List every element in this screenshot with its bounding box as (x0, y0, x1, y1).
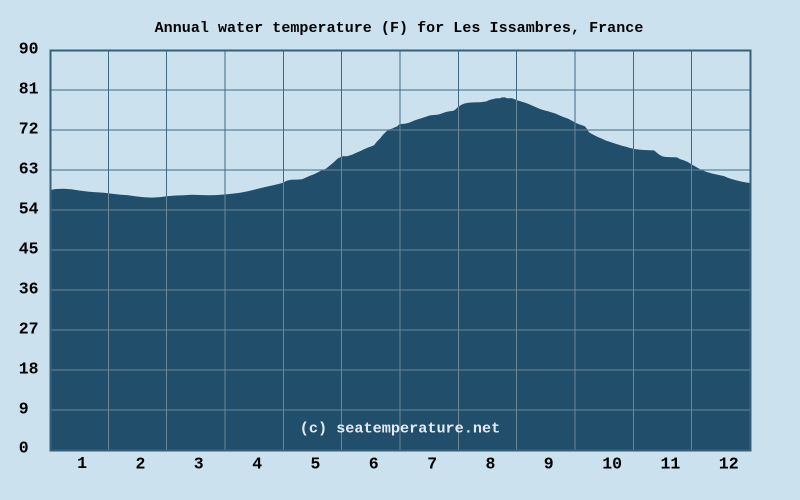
svg-text:36: 36 (19, 280, 39, 299)
svg-text:1: 1 (77, 454, 87, 473)
svg-text:90: 90 (19, 40, 39, 59)
svg-text:54: 54 (19, 200, 39, 219)
svg-text:27: 27 (19, 320, 39, 339)
svg-text:8: 8 (486, 455, 496, 474)
svg-text:(c) seatemperature.net: (c) seatemperature.net (300, 420, 501, 438)
svg-text:11: 11 (661, 455, 681, 474)
svg-text:4: 4 (252, 455, 262, 474)
svg-text:45: 45 (19, 240, 39, 259)
svg-text:18: 18 (19, 360, 39, 379)
svg-text:72: 72 (19, 120, 39, 139)
svg-text:6: 6 (369, 455, 379, 474)
svg-text:2: 2 (136, 455, 146, 474)
svg-text:0: 0 (19, 439, 29, 458)
svg-text:3: 3 (194, 455, 204, 474)
svg-text:5: 5 (311, 455, 321, 474)
svg-text:10: 10 (602, 455, 622, 474)
svg-text:7: 7 (427, 455, 437, 474)
svg-text:9: 9 (19, 400, 29, 419)
svg-text:Annual water temperature (F) f: Annual water temperature (F) for Les Iss… (155, 20, 644, 37)
svg-text:9: 9 (544, 455, 554, 474)
svg-text:81: 81 (19, 80, 39, 99)
svg-text:12: 12 (719, 455, 739, 474)
svg-text:63: 63 (19, 160, 39, 179)
